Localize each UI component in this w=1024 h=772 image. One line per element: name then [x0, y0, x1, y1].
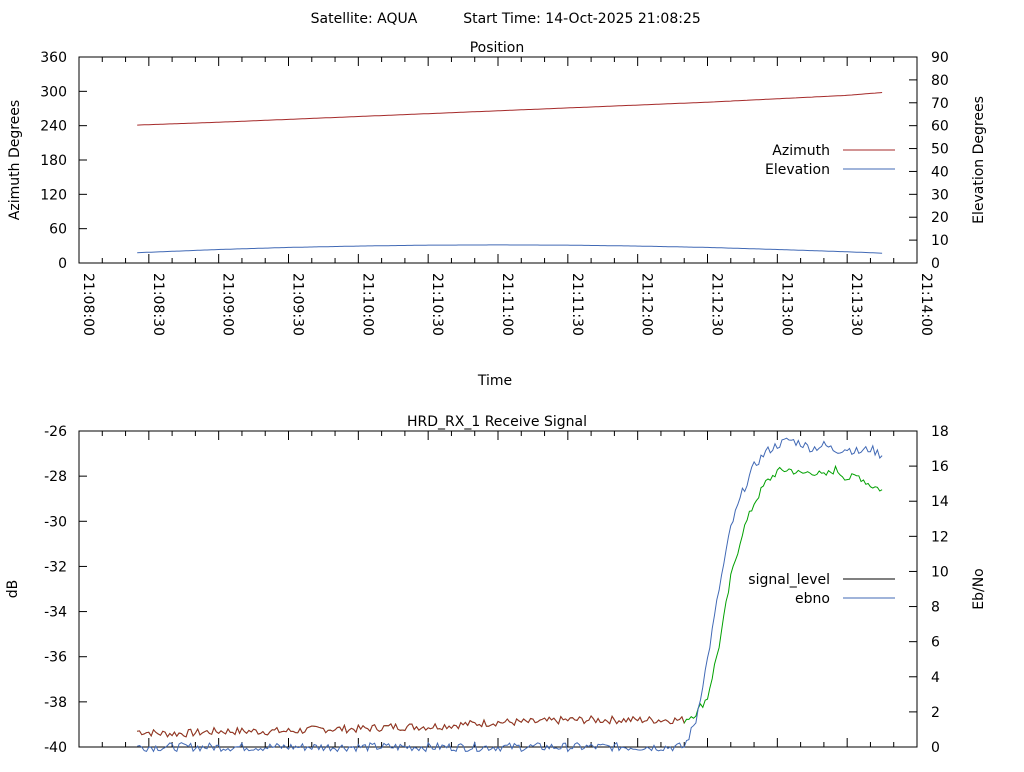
signal-y2-axis-label: Eb/No — [971, 568, 987, 610]
position-y-tick-label: 120 — [40, 187, 67, 203]
signal-y2-tick-label: 10 — [931, 564, 949, 580]
position-y2-tick-label: 30 — [931, 187, 949, 203]
position-y-tick-label: 180 — [40, 153, 67, 169]
position-y2-axis-label: Elevation Degrees — [971, 96, 987, 224]
position-y2-tick-label: 80 — [931, 73, 949, 89]
signal-y-tick-label: -26 — [44, 424, 67, 440]
signal-y2-tick-label: 14 — [931, 494, 949, 510]
position-series-lines — [137, 92, 883, 254]
signal-y-tick-label: -36 — [44, 650, 67, 666]
position-x-tick-label: 21:12:00 — [639, 273, 655, 336]
signal-series-ebno-line — [137, 437, 883, 753]
position-y-tick-label: 0 — [58, 256, 67, 272]
signal-axis-ticks: -40 -38 -36 -34 -32 -30 -28 -26 0 2 4 6 8 10 12 14 16 18 — [44, 424, 949, 756]
position-y2-tick-label: 20 — [931, 210, 949, 226]
position-legend-label: Azimuth — [772, 143, 830, 159]
position-y2-tick-label: 50 — [931, 142, 949, 158]
satellite-label: Satellite: AQUA — [311, 11, 418, 27]
position-x-tick-label: 21:13:30 — [848, 273, 864, 336]
position-x-tick-label: 21:12:30 — [709, 273, 725, 336]
position-y2-tick-label: 60 — [931, 119, 949, 135]
signal-y-tick-label: -34 — [44, 605, 67, 621]
position-axis-ticks: 21:08:00 21:08:30 21:09:00 21:09:30 21:10:00… — [40, 50, 949, 336]
position-y2-tick-label: 90 — [931, 50, 949, 66]
position-x-tick-label: 21:11:00 — [499, 273, 515, 336]
signal-y2-tick-label: 0 — [931, 740, 940, 756]
position-series-elevation-line — [137, 244, 883, 254]
position-y-tick-label: 360 — [40, 50, 67, 66]
position-y2-tick-label: 0 — [931, 256, 940, 272]
position-legend: Azimuth Elevation — [765, 143, 895, 178]
position-y2-tick-label: 40 — [931, 164, 949, 180]
signal-series-signal-level-low-line — [137, 715, 685, 738]
signal-y2-tick-label: 2 — [931, 705, 940, 721]
signal-series-signal-level-line — [137, 464, 883, 738]
position-x-tick-label: 21:08:00 — [80, 273, 96, 336]
position-x-tick-label: 21:10:00 — [359, 273, 375, 336]
start-time-label: Start Time: 14-Oct-2025 21:08:25 — [463, 11, 701, 27]
position-y2-tick-label: 10 — [931, 233, 949, 249]
signal-y-tick-label: -38 — [44, 695, 67, 711]
signal-chart-frame — [78, 430, 918, 748]
position-series-azimuth-line — [137, 92, 883, 126]
position-y-tick-label: 60 — [49, 222, 67, 238]
position-x-tick-label: 21:11:30 — [569, 273, 585, 336]
position-x-tick-label: 21:09:00 — [220, 273, 236, 336]
signal-y2-tick-label: 12 — [931, 529, 949, 545]
position-x-tick-label: 21:10:30 — [429, 273, 445, 336]
signal-y2-tick-label: 6 — [931, 635, 940, 651]
position-y-axis-label: Azimuth Degrees — [7, 100, 23, 220]
position-legend-label: Elevation — [765, 162, 830, 178]
signal-y-axis-label: dB — [5, 580, 21, 599]
position-y-tick-label: 300 — [40, 84, 67, 100]
position-y-tick-label: 240 — [40, 119, 67, 135]
position-chart-title: Position — [470, 40, 525, 56]
signal-y-tick-label: -32 — [44, 559, 67, 575]
signal-y-tick-label: -28 — [44, 469, 67, 485]
signal-y2-tick-label: 16 — [931, 459, 949, 475]
position-x-tick-label: 21:08:30 — [150, 273, 166, 336]
signal-y-tick-label: -30 — [44, 514, 67, 530]
signal-y2-tick-label: 8 — [931, 600, 940, 616]
signal-chart-title: HRD_RX_1 Receive Signal — [407, 414, 587, 430]
signal-y-tick-label: -40 — [44, 740, 67, 756]
position-y2-tick-label: 70 — [931, 96, 949, 112]
position-x-tick-label: 21:13:00 — [778, 273, 794, 336]
position-x-tick-label: 21:09:30 — [290, 273, 306, 336]
position-chart-frame — [78, 56, 918, 264]
signal-y2-tick-label: 4 — [931, 670, 940, 686]
position-x-axis-label: Time — [477, 373, 512, 389]
signal-y2-tick-label: 18 — [931, 424, 949, 440]
position-x-tick-label: 21:14:00 — [918, 273, 934, 336]
signal-legend-label: ebno — [795, 591, 830, 607]
signal-legend-label: signal_level — [748, 572, 830, 588]
signal-series-lines — [137, 437, 883, 753]
